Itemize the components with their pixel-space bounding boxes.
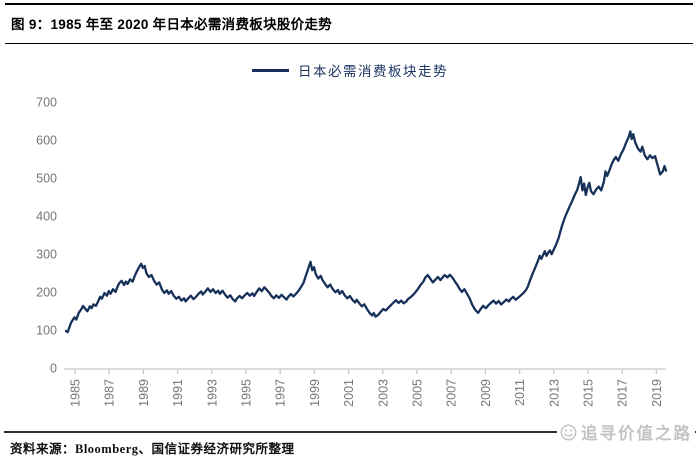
svg-text:1987: 1987 <box>103 379 117 407</box>
watermark-logo: 追寻价值之路 <box>557 421 695 443</box>
svg-text:2001: 2001 <box>342 379 356 407</box>
svg-text:100: 100 <box>36 323 57 337</box>
svg-text:1989: 1989 <box>137 379 151 407</box>
figure-title: 图 9：1985 年至 2020 年日本必需消费板块股价走势 <box>11 17 333 32</box>
legend-line-marker <box>252 68 289 72</box>
svg-text:2013: 2013 <box>547 379 561 407</box>
svg-text:2015: 2015 <box>582 379 596 407</box>
y-axis-labels: 0 100 200 300 400 500 600 700 <box>36 95 57 375</box>
svg-text:2011: 2011 <box>513 379 527 406</box>
figure-title-bar: 图 9：1985 年至 2020 年日本必需消费板块股价走势 <box>5 3 693 44</box>
watermark-text: 追寻价值之路 <box>581 424 692 443</box>
svg-text:400: 400 <box>36 209 57 223</box>
source-note: 资料来源：Bloomberg、国信证券经济研究所整理 <box>10 442 295 456</box>
svg-text:1997: 1997 <box>274 379 288 407</box>
legend: 日本必需消费板块走势 <box>0 58 700 82</box>
svg-text:2007: 2007 <box>445 379 459 407</box>
svg-text:2017: 2017 <box>616 379 630 407</box>
svg-text:2003: 2003 <box>376 379 390 407</box>
price-line <box>64 130 668 334</box>
x-axis-labels: 1985 1987 1989 1991 1993 1995 1997 1999 2001 2003… <box>69 379 664 407</box>
svg-text:1999: 1999 <box>308 379 322 407</box>
x-axis <box>64 368 666 374</box>
svg-text:2009: 2009 <box>479 379 493 407</box>
legend-label: 日本必需消费板块走势 <box>298 64 448 79</box>
svg-text:700: 700 <box>36 95 57 109</box>
svg-text:1985: 1985 <box>69 379 83 407</box>
svg-text:200: 200 <box>36 285 57 299</box>
svg-text:1995: 1995 <box>240 379 254 407</box>
svg-text:300: 300 <box>36 247 57 261</box>
svg-text:500: 500 <box>36 171 57 185</box>
svg-text:1991: 1991 <box>171 379 185 407</box>
svg-text:600: 600 <box>36 133 57 147</box>
footer-divider <box>4 431 696 433</box>
svg-text:1993: 1993 <box>205 379 219 407</box>
svg-text:2019: 2019 <box>650 379 664 407</box>
watermark-face-icon <box>560 424 577 440</box>
svg-text:2005: 2005 <box>411 379 425 407</box>
svg-text:0: 0 <box>50 361 57 375</box>
